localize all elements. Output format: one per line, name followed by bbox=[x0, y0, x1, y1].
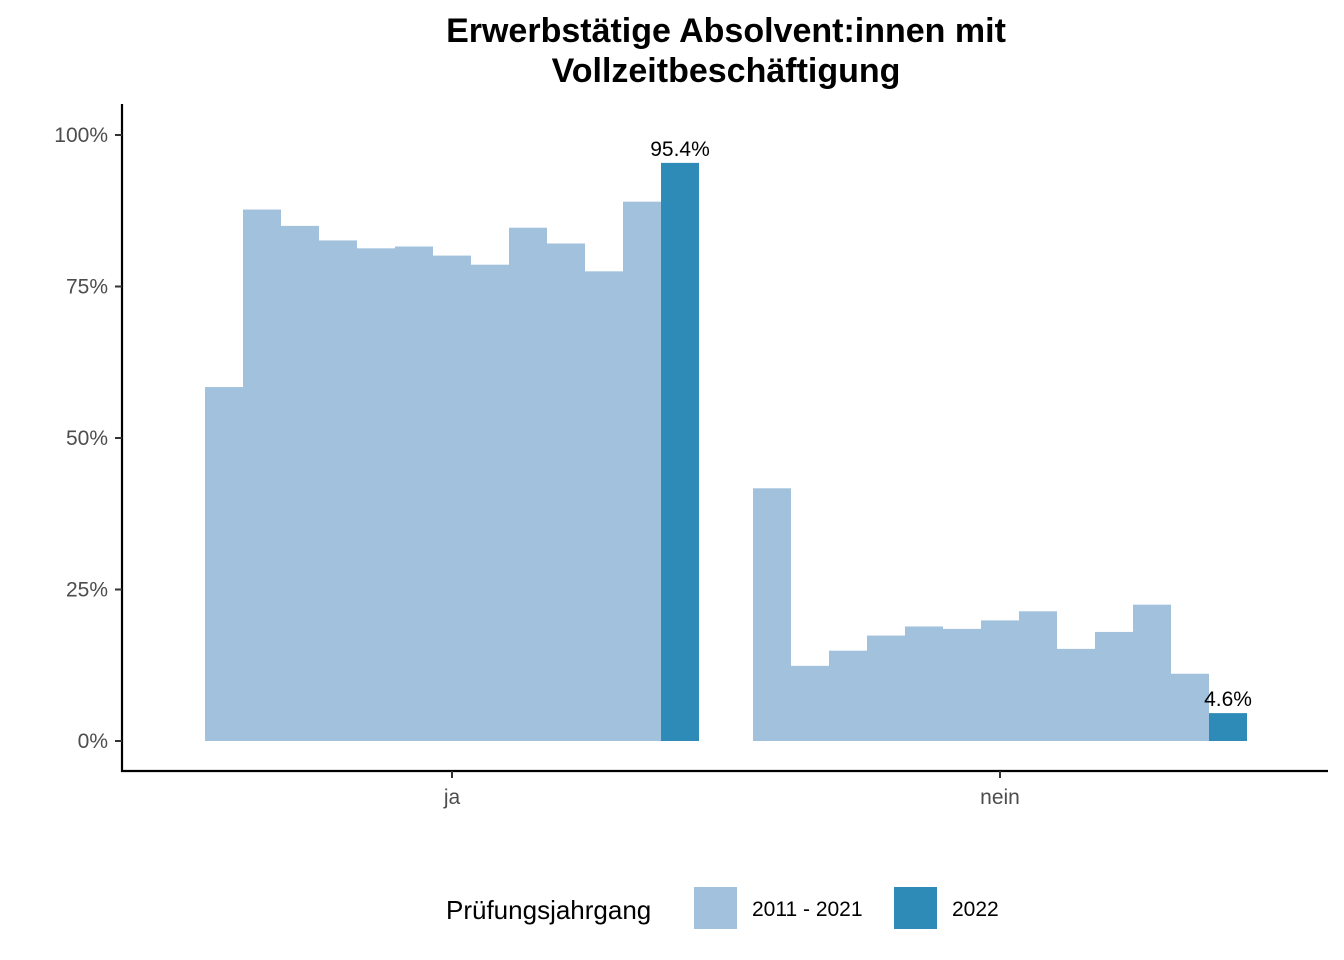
bar-nein-12 bbox=[1171, 673, 1209, 741]
data-label-ja: 95.4% bbox=[650, 138, 710, 161]
axes-layer: 0% 25% 50% 75% 100% ja nein bbox=[54, 104, 1328, 809]
chart-title: Erwerbstätige Absolvent:innen mit Vollze… bbox=[446, 12, 1006, 90]
bar-ja-2 bbox=[243, 209, 281, 742]
legend: Prüfungsjahrgang 2011 - 2021 2022 bbox=[446, 887, 999, 929]
legend-key-2 bbox=[894, 887, 937, 929]
y-tick-label: 50% bbox=[66, 427, 108, 450]
data-labels-layer: 95.4% 4.6% bbox=[650, 138, 1252, 711]
bar-ja-9 bbox=[509, 227, 547, 741]
bar-ja-5 bbox=[357, 248, 395, 741]
bar-nein-7 bbox=[981, 620, 1019, 741]
chart-title-line-2: Vollzeitbeschäftigung bbox=[552, 52, 901, 90]
bars-layer bbox=[205, 162, 1247, 742]
bar-ja-13 bbox=[661, 162, 699, 742]
legend-title: Prüfungsjahrgang bbox=[446, 895, 651, 925]
chart-title-line-1: Erwerbstätige Absolvent:innen mit bbox=[446, 12, 1006, 50]
bar-ja-8 bbox=[471, 264, 509, 741]
bar-nein-11 bbox=[1133, 604, 1171, 741]
bar-ja-6 bbox=[395, 246, 433, 741]
bar-ja-11 bbox=[585, 271, 623, 741]
bar-nein-13 bbox=[1209, 713, 1247, 741]
bar-ja-7 bbox=[433, 255, 471, 741]
bar-nein-5 bbox=[905, 626, 943, 741]
legend-label-2: 2022 bbox=[952, 898, 999, 921]
bar-nein-3 bbox=[829, 650, 867, 741]
data-label-nein: 4.6% bbox=[1204, 688, 1252, 711]
x-tick-label-ja: ja bbox=[443, 786, 461, 809]
y-tick-label: 0% bbox=[78, 730, 108, 753]
bar-nein-6 bbox=[943, 628, 981, 741]
legend-key-1 bbox=[694, 887, 737, 929]
bar-ja-3 bbox=[281, 225, 319, 741]
bar-ja-10 bbox=[547, 243, 585, 741]
y-tick-label: 100% bbox=[54, 124, 108, 147]
bar-nein-2 bbox=[791, 665, 829, 741]
bar-nein-8 bbox=[1019, 611, 1057, 741]
bar-ja-4 bbox=[319, 240, 357, 741]
bar-ja-12 bbox=[623, 201, 661, 741]
y-tick-label: 75% bbox=[66, 276, 108, 299]
y-tick-label: 25% bbox=[66, 579, 108, 602]
bar-nein-10 bbox=[1095, 631, 1133, 741]
bar-nein-9 bbox=[1057, 648, 1095, 741]
bar-nein-4 bbox=[867, 635, 905, 741]
bar-nein-1 bbox=[753, 488, 791, 741]
bar-ja-1 bbox=[205, 387, 243, 741]
legend-label-1: 2011 - 2021 bbox=[752, 898, 863, 921]
x-tick-label-nein: nein bbox=[980, 786, 1020, 809]
